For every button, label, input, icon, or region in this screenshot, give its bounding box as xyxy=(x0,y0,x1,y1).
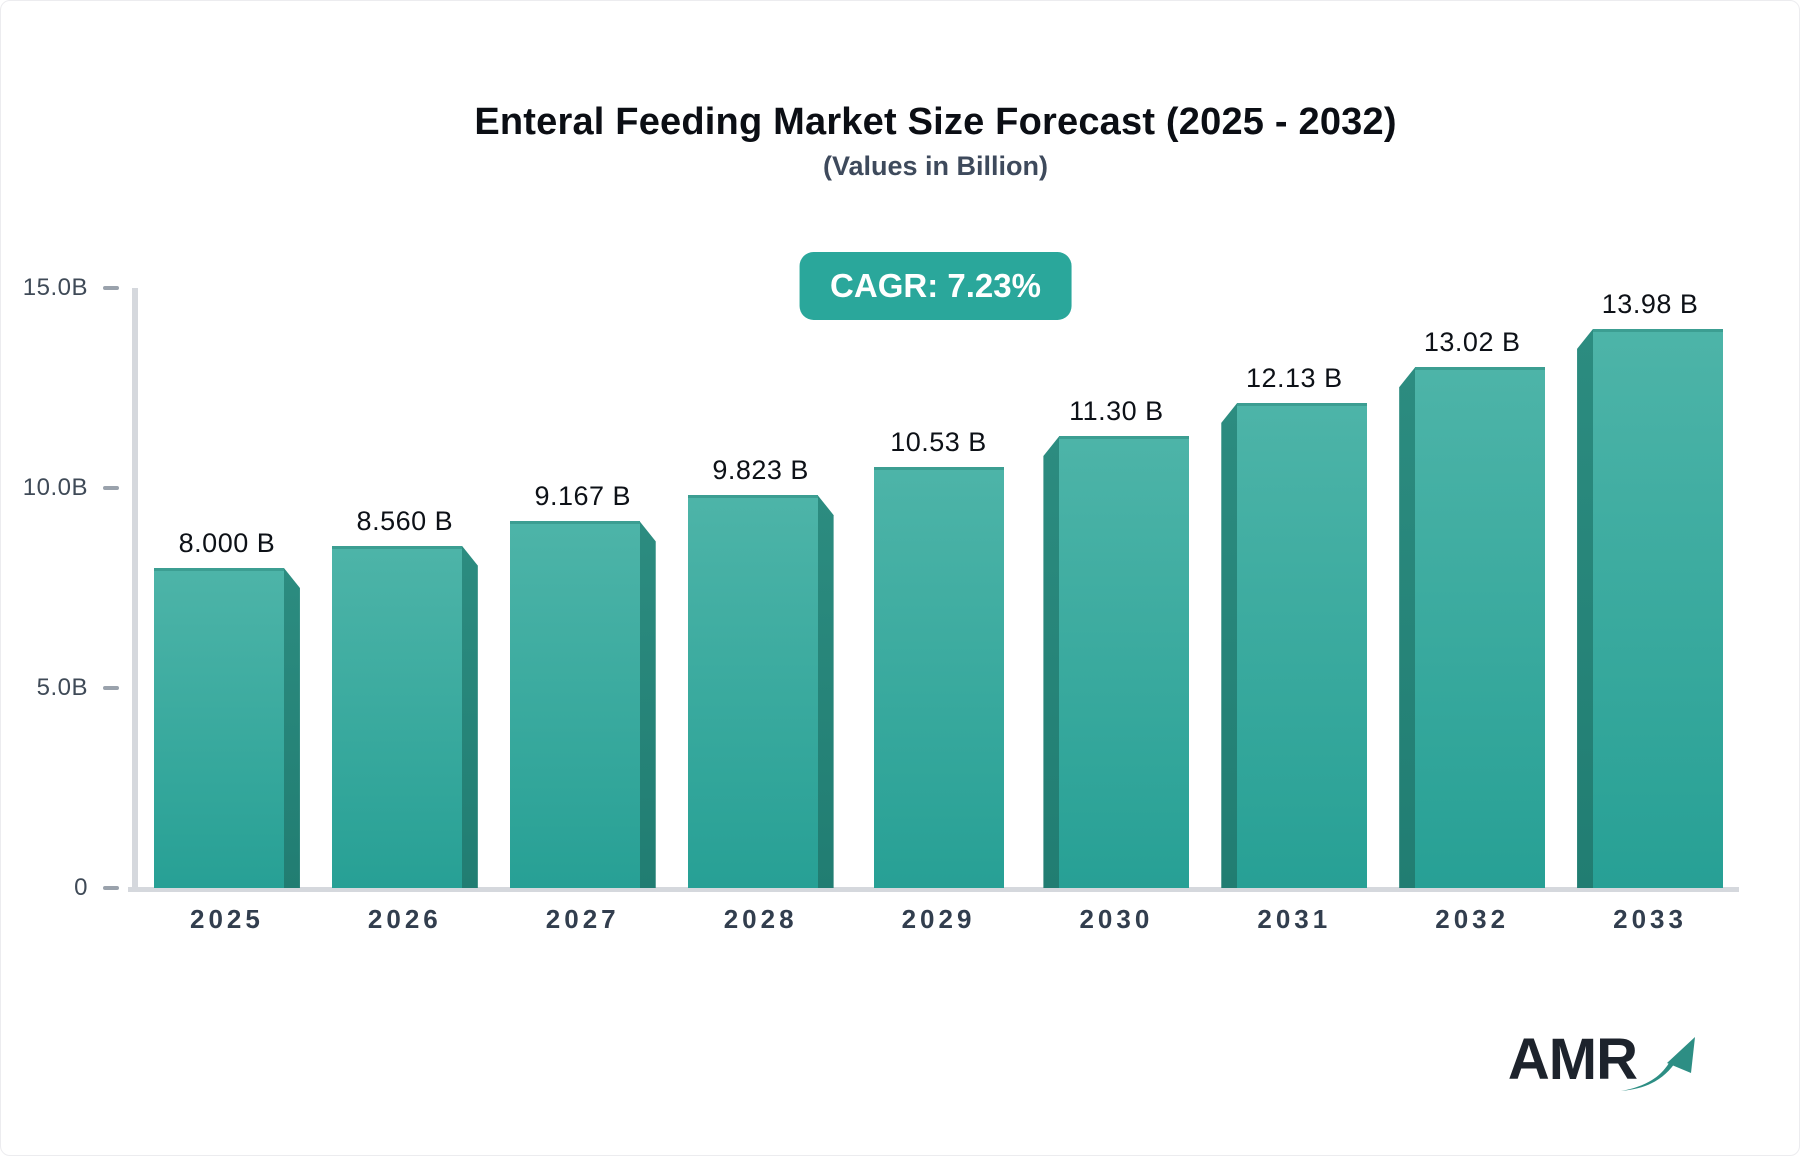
bars-row: 8.000 B 8.560 B 9.167 B 9.823 B 10.53 B 11.30… xyxy=(138,288,1739,888)
bar-slot-2029: 10.53 B xyxy=(850,288,1028,888)
y-axis-line xyxy=(132,288,138,891)
x-tick-label-2025: 2025 xyxy=(190,904,264,934)
bar-face xyxy=(1415,367,1546,888)
x-axis-labels: 2025 2026 2027 2028 2029 2030 2031 2032 2033 xyxy=(138,904,1739,935)
x-tick-label-2033: 2033 xyxy=(1613,904,1687,934)
x-axis-line xyxy=(128,887,1739,892)
y-tick-label: 5.0B xyxy=(36,674,88,701)
bar-value-label: 13.98 B xyxy=(1601,288,1699,319)
bar-face xyxy=(331,545,462,888)
bar-slot-2031: 12.13 B xyxy=(1205,288,1383,888)
bar-value-label: 8.560 B xyxy=(356,505,454,536)
chart-title: Enteral Feeding Market Size Forecast (20… xyxy=(474,101,1397,143)
amr-logo-text: AMR xyxy=(1507,1027,1638,1092)
x-tick-label-2030: 2030 xyxy=(1079,904,1154,934)
y-tick-dash xyxy=(103,686,119,690)
bar-face xyxy=(1593,328,1724,888)
y-tick-dash xyxy=(103,286,119,290)
x-tick-label-2028: 2028 xyxy=(723,904,798,934)
bar-2032 xyxy=(1399,367,1546,888)
bar-2028 xyxy=(687,495,834,888)
bar-face xyxy=(509,521,640,888)
x-tick-label-2032: 2032 xyxy=(1435,904,1510,934)
bar-slot-2027: 9.167 B xyxy=(494,288,672,888)
y-tick-dash xyxy=(103,486,119,490)
bar-3d-side xyxy=(1577,328,1594,888)
bar-slot-2033: 13.98 B xyxy=(1561,288,1739,888)
bar-value-label: 8.000 B xyxy=(178,528,276,558)
bar-value-label: 12.13 B xyxy=(1246,362,1343,393)
bar-value-label: 9.167 B xyxy=(534,481,632,512)
x-tick-label-2026: 2026 xyxy=(367,904,442,934)
y-tick-label: 10.0B xyxy=(22,474,88,501)
bar-slot-2028: 9.823 B xyxy=(672,288,850,888)
y-tick-label: 15.0B xyxy=(22,274,88,301)
bar-slot-2032: 13.02 B xyxy=(1383,288,1561,888)
bar-2029 xyxy=(873,466,1004,888)
chart-subtitle: (Values in Billion) xyxy=(822,151,1049,181)
growth-arrow-icon xyxy=(1621,1037,1695,1091)
bar-3d-side xyxy=(283,568,300,888)
x-tick-label-2027: 2027 xyxy=(545,904,620,934)
bar-2025 xyxy=(153,568,300,888)
bar-face xyxy=(1237,402,1368,888)
bar-3d-side xyxy=(1221,402,1238,888)
bar-3d-side xyxy=(1399,367,1416,888)
cagr-badge: CAGR: 7.23% xyxy=(799,252,1072,320)
bar-2030 xyxy=(1043,436,1190,888)
bar-chart: 8.000 B 8.560 B 9.167 B 9.823 B 10.53 B 11.30… xyxy=(128,288,1739,934)
bar-face xyxy=(873,466,1004,888)
y-axis: 0 5.0B 10.0B 15.0B xyxy=(1,274,132,901)
bar-slot-2026: 8.560 B xyxy=(316,288,494,888)
bar-slot-2025: 8.000 B xyxy=(138,288,316,888)
bar-face xyxy=(1059,436,1190,888)
y-tick-dash xyxy=(103,886,119,890)
bar-3d-side xyxy=(461,545,478,888)
y-tick-label: 0 xyxy=(74,874,88,901)
x-tick-label-2029: 2029 xyxy=(901,904,976,934)
bar-value-label: 10.53 B xyxy=(890,426,987,457)
x-tick-label-2031: 2031 xyxy=(1257,904,1332,934)
bar-3d-side xyxy=(817,495,834,888)
bar-value-label: 13.02 B xyxy=(1423,327,1521,358)
bar-slot-2030: 11.30 B xyxy=(1027,288,1205,888)
bar-2033 xyxy=(1577,328,1724,888)
bar-value-label: 11.30 B xyxy=(1069,396,1164,426)
bar-2027 xyxy=(509,521,656,888)
bar-2026 xyxy=(331,545,478,888)
bar-3d-side xyxy=(1043,436,1060,888)
amr-logo: AMR xyxy=(1508,1031,1703,1097)
bar-3d-side xyxy=(639,521,656,888)
bar-value-label: 9.823 B xyxy=(712,455,809,486)
bar-face xyxy=(687,495,818,888)
bar-2031 xyxy=(1221,402,1368,888)
bar-face xyxy=(153,568,284,888)
